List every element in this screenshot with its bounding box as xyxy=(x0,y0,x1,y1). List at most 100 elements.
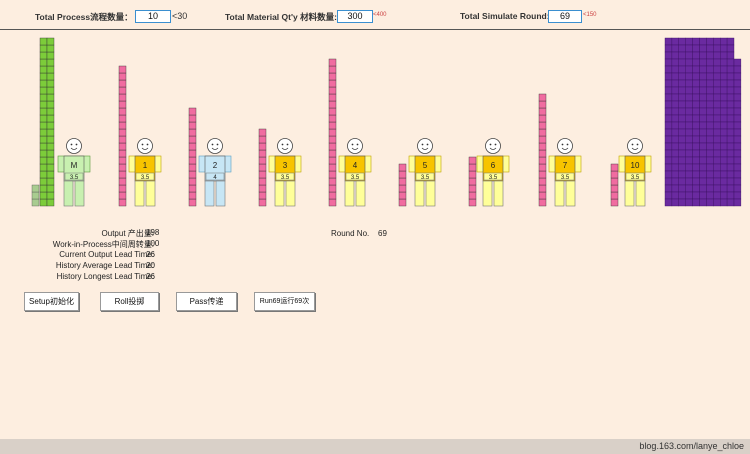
output-grid-cell xyxy=(678,86,686,95)
output-grid-cell xyxy=(671,156,680,165)
output-grid-cell xyxy=(664,121,673,130)
output-grid-cell xyxy=(720,191,728,200)
output-grid-cell xyxy=(692,128,700,137)
output-grid-cell xyxy=(685,93,693,102)
output-grid-cell xyxy=(706,86,714,95)
output-grid-cell xyxy=(733,86,742,95)
output-grid-cell xyxy=(733,107,742,116)
output-grid-cell xyxy=(706,100,714,109)
pass-button[interactable]: Pass传递 xyxy=(176,292,237,311)
output-grid-cell xyxy=(664,128,673,137)
output-grid-cell xyxy=(664,191,673,200)
material-stack-cell xyxy=(46,184,55,193)
station-capacity: 3.5 xyxy=(351,175,360,181)
output-grid-cell xyxy=(706,142,714,151)
output-grid-cell xyxy=(692,177,700,186)
output-grid-cell xyxy=(692,79,700,88)
average-lead-time-value: 20 xyxy=(146,261,155,270)
output-grid-cell xyxy=(685,156,693,165)
total-process-input[interactable]: 10 xyxy=(135,10,171,23)
material-stack-cell xyxy=(39,93,48,102)
station-label: 1 xyxy=(143,161,148,170)
capacity-box xyxy=(275,172,295,181)
output-grid-cell xyxy=(713,128,721,137)
wip-stack-cell xyxy=(538,156,547,165)
capacity-box xyxy=(345,172,365,181)
output-grid-cell xyxy=(713,58,721,67)
output-grid-cell xyxy=(699,184,707,193)
material-stack-cell xyxy=(46,107,55,116)
worker-smile-icon xyxy=(421,147,429,150)
output-grid-cell xyxy=(720,79,728,88)
material-stack-cell xyxy=(46,149,55,158)
output-grid-cell xyxy=(699,156,707,165)
output-grid-cell xyxy=(685,184,693,193)
wip-stack-cell xyxy=(328,170,337,179)
worker-eye-icon xyxy=(494,143,497,146)
wip-stack-cell xyxy=(538,170,547,179)
total-round-input[interactable]: 69 xyxy=(548,10,582,23)
station-label: 6 xyxy=(491,161,496,170)
output-grid-cell xyxy=(678,51,686,60)
output-grid-cell xyxy=(699,86,707,95)
output-grid-cell xyxy=(678,100,686,109)
worker-leg xyxy=(74,180,85,207)
material-stack-cell xyxy=(46,142,55,151)
worker-leg xyxy=(145,180,156,207)
station-label: 7 xyxy=(563,161,568,170)
worker-eye-icon xyxy=(70,143,73,146)
wip-stack-cell xyxy=(188,198,197,207)
output-grid-cell xyxy=(706,198,714,207)
run-button[interactable]: Run69运行69次 xyxy=(254,292,315,311)
setup-button[interactable]: Setup初始化 xyxy=(24,292,79,311)
wip-stack-cell xyxy=(258,177,267,186)
output-grid-cell xyxy=(692,51,700,60)
material-stack-cell xyxy=(39,135,48,144)
material-stack-cell xyxy=(39,86,48,95)
output-grid-cell xyxy=(713,184,721,193)
wip-stack-cell xyxy=(610,177,619,186)
output-grid-cell xyxy=(692,93,700,102)
material-stack-cell xyxy=(46,163,55,172)
output-grid-cell xyxy=(706,93,714,102)
wip-stack-cell xyxy=(328,177,337,186)
worker-eye-icon xyxy=(489,143,492,146)
output-grid-cell xyxy=(678,135,686,144)
output-grid-cell xyxy=(678,37,686,46)
material-stack-cell xyxy=(46,156,55,165)
total-material-input[interactable]: 300 xyxy=(337,10,373,23)
roll-button[interactable]: Roll投掷 xyxy=(100,292,159,311)
output-grid-cell xyxy=(692,37,700,46)
output-grid-cell xyxy=(664,79,673,88)
wip-stack-cell xyxy=(118,100,127,109)
wip-stack-cell xyxy=(188,149,197,158)
output-grid-cell xyxy=(733,170,742,179)
wip-stack-cell xyxy=(538,149,547,158)
output-grid-cell xyxy=(726,72,735,81)
worker-eye-icon xyxy=(211,143,214,146)
material-stack-cell xyxy=(46,86,55,95)
wip-stack-cell xyxy=(188,177,197,186)
wip-stack-cell xyxy=(468,156,477,165)
worker-smile-icon xyxy=(631,147,639,150)
worker-smile-icon xyxy=(70,147,78,150)
output-grid-cell xyxy=(713,114,721,123)
capacity-box xyxy=(415,172,435,181)
output-label: Output 产出量: xyxy=(101,229,154,238)
wip-stack-cell xyxy=(468,198,477,207)
wip-stack-cell xyxy=(538,142,547,151)
output-grid-cell xyxy=(713,191,721,200)
output-grid-cell xyxy=(726,121,735,130)
output-grid-cell xyxy=(720,142,728,151)
output-grid-cell xyxy=(692,191,700,200)
output-grid-cell xyxy=(678,142,686,151)
output-grid-cell xyxy=(671,121,680,130)
output-grid-cell xyxy=(692,86,700,95)
output-grid-cell xyxy=(699,198,707,207)
output-grid-cell xyxy=(720,121,728,130)
wip-stack-cell xyxy=(258,156,267,165)
output-grid-cell xyxy=(726,170,735,179)
output-grid-cell xyxy=(692,135,700,144)
wip-stack-cell xyxy=(328,121,337,130)
wip-stack-cell xyxy=(468,177,477,186)
